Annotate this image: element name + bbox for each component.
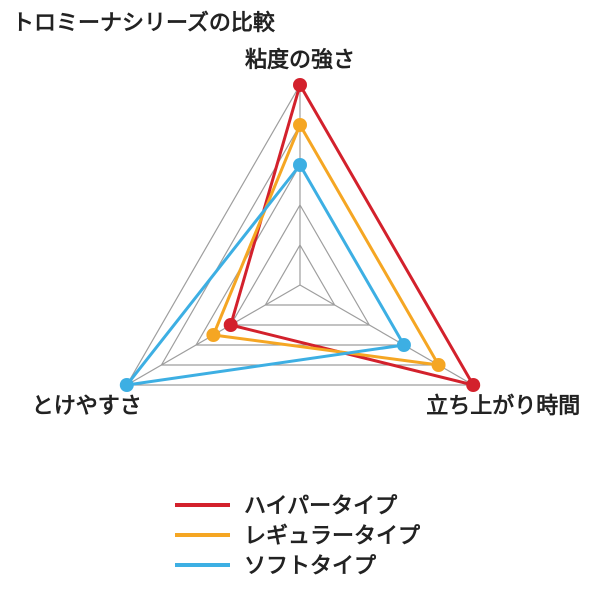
series-marker [224, 318, 238, 332]
axis-label-solubility: とけやすさ [32, 393, 142, 418]
radar-chart: トロミーナシリーズの比較 粘度の強さ立ち上がり時間 とけやすさ ハイパータイプレギ… [0, 0, 600, 600]
series-レギュラータイプ [206, 118, 445, 372]
chart-title: トロミーナシリーズの比較 [12, 10, 276, 35]
series-line [231, 85, 473, 385]
series-marker [120, 378, 134, 392]
series-marker [293, 118, 307, 132]
axis-labels: 粘度の強さ立ち上がり時間 とけやすさ [32, 47, 580, 418]
series-marker [206, 328, 220, 342]
series-marker [293, 78, 307, 92]
legend-label: ハイパータイプ [244, 493, 398, 518]
series-marker [293, 158, 307, 172]
series-marker [466, 378, 480, 392]
legend: ハイパータイプレギュラータイプソフトタイプ [175, 493, 421, 578]
series-marker [397, 338, 411, 352]
grid-spoke [300, 285, 473, 385]
legend-label: ソフトタイプ [244, 553, 377, 578]
axis-label-rise_time: 立ち上がり時間 [426, 393, 580, 418]
axis-label-viscosity: 粘度の強さ [245, 47, 355, 72]
legend-label: レギュラータイプ [244, 523, 421, 548]
series-marker [432, 358, 446, 372]
